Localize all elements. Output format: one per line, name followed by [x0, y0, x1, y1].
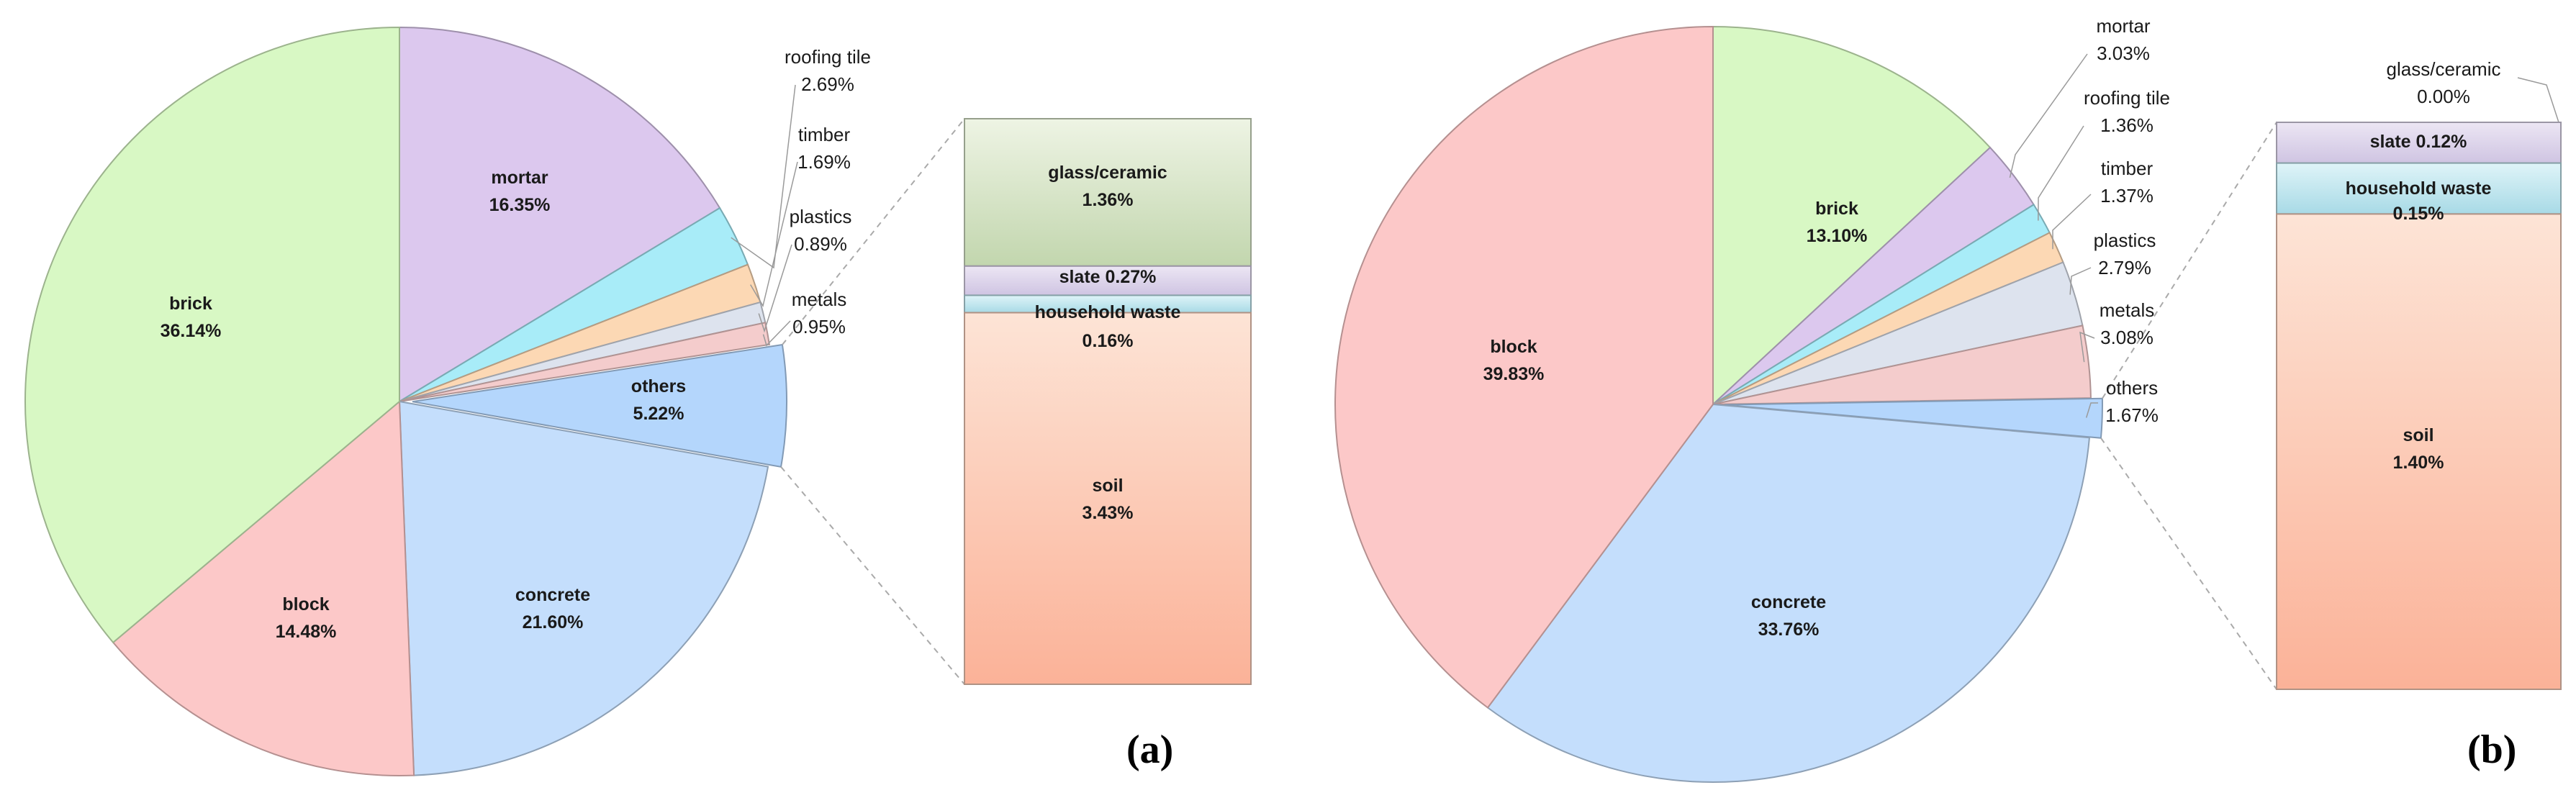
breakdown-label-slate: slate 0.12% — [2370, 132, 2467, 152]
leader-line-others — [2085, 402, 2098, 418]
leader-line-glass-ceramic — [2517, 77, 2559, 123]
pie-slice-block — [1334, 25, 1714, 709]
pie-slice-block — [112, 399, 415, 776]
pie-slice-brick — [1712, 25, 1992, 407]
breakdown-segment-slate — [964, 265, 1252, 296]
breakdown-segment-glass-ceramic — [964, 118, 1252, 267]
breakdown-segment-slate — [2276, 122, 2562, 164]
breakdown-label-slate: slate 0.27% — [1059, 267, 1157, 287]
leader-line-plastics — [758, 244, 792, 333]
slice-value-timber: 1.69% — [797, 151, 851, 173]
connector-bottom — [2100, 437, 2277, 690]
slice-name-roofing-tile: roofing tile — [785, 46, 871, 68]
slice-name-timber: timber — [2101, 158, 2154, 179]
slice-value-block: 14.48% — [276, 622, 337, 642]
leader-lines-a — [731, 84, 798, 347]
slice-value-roofing-tile: 2.69% — [801, 73, 854, 95]
slice-name-plastics: plastics — [2094, 230, 2156, 251]
connector-bottom — [780, 466, 965, 685]
connector-top — [782, 118, 965, 345]
breakdown-connectors-b — [2100, 122, 2277, 690]
leader-line-mortar — [2009, 53, 2088, 178]
breakdown-value-glass-ceramic: 0.00% — [2417, 86, 2470, 107]
pie-chart-a — [24, 26, 787, 776]
panel-a: mortar 16.35% roofing tile 2.69% timber 1.69%… — [24, 26, 1252, 776]
pie-slice-others — [412, 343, 787, 468]
leader-line-roofing-tile — [2038, 125, 2084, 221]
slice-value-plastics: 0.89% — [794, 233, 847, 255]
slice-name-concrete: concrete — [1751, 592, 1826, 612]
breakdown-bar-b — [2276, 122, 2562, 690]
connector-top — [2102, 122, 2277, 399]
slice-value-concrete: 33.76% — [1758, 620, 1820, 640]
breakdown-connectors-a — [780, 118, 965, 685]
pie-slice-brick — [24, 26, 400, 644]
slice-value-block: 39.83% — [1483, 364, 1545, 384]
slice-value-mortar: 3.03% — [2097, 42, 2150, 64]
slice-name-block: block — [282, 594, 329, 614]
breakdown-segment-household-waste — [2276, 162, 2562, 215]
breakdown-segment-soil — [964, 312, 1252, 685]
slice-value-others: 5.22% — [633, 404, 684, 424]
slice-name-plastics: plastics — [790, 206, 852, 227]
slice-name-brick: brick — [1815, 199, 1858, 219]
panel-label-a: (a) — [1126, 727, 1173, 772]
leader-line-metals — [762, 320, 791, 347]
slice-name-metals: metals — [792, 289, 847, 310]
pie-slice-others — [1724, 397, 2103, 439]
leader-line-timber — [2052, 194, 2092, 250]
leader-line-roofing-tile — [731, 84, 796, 269]
slice-name-metals: metals — [2100, 299, 2155, 321]
breakdown-name-glass-ceramic: glass/ceramic — [2387, 58, 2501, 80]
breakdown-value-household-waste: 0.16% — [1083, 331, 1134, 351]
slice-name-roofing-tile: roofing tile — [2084, 87, 2170, 109]
slice-value-concrete: 21.60% — [523, 612, 584, 632]
breakdown-value-soil: 1.40% — [2393, 453, 2444, 473]
pie-slice-mortar — [399, 26, 721, 403]
breakdown-name-soil: soil — [2403, 425, 2433, 445]
slice-name-mortar: mortar — [491, 168, 548, 188]
leader-line-timber — [750, 161, 798, 307]
slice-value-others: 1.67% — [2105, 404, 2159, 426]
breakdown-value-glass-ceramic: 1.36% — [1083, 190, 1134, 210]
slice-value-roofing-tile: 1.36% — [2100, 114, 2154, 136]
slice-name-mortar: mortar — [2096, 15, 2150, 37]
breakdown-value-household-waste: 0.15% — [2393, 204, 2444, 224]
labels-b: brick 13.10% mortar 3.03% roofing tile 1.36% t… — [1483, 15, 2501, 640]
breakdown-name-glass-ceramic: glass/ceramic — [1048, 163, 1167, 183]
pie-slice-metals — [399, 322, 771, 402]
leader-line-metals — [2079, 331, 2095, 363]
panel-label-b: (b) — [2467, 727, 2516, 772]
slice-name-block: block — [1490, 337, 1537, 357]
slice-value-metals: 0.95% — [792, 316, 846, 337]
slice-name-brick: brick — [169, 294, 212, 314]
slice-value-mortar: 16.35% — [489, 195, 551, 215]
leader-lines-b — [2009, 53, 2559, 418]
slice-value-timber: 1.37% — [2100, 185, 2154, 207]
slice-name-concrete: concrete — [515, 585, 590, 605]
slice-name-timber: timber — [798, 124, 851, 145]
breakdown-bar-a — [964, 118, 1252, 685]
breakdown-segment-soil — [2276, 213, 2562, 690]
slice-name-others: others — [631, 376, 686, 396]
breakdown-name-household-waste: household waste — [2346, 178, 2492, 199]
slice-name-others: others — [2106, 377, 2158, 399]
leader-line-plastics — [2069, 267, 2092, 295]
panel-b: brick 13.10% mortar 3.03% roofing tile 1.36% t… — [1334, 15, 2562, 783]
slice-value-plastics: 2.79% — [2098, 257, 2151, 278]
breakdown-name-household-waste: household waste — [1035, 302, 1181, 322]
labels-a: mortar 16.35% roofing tile 2.69% timber 1.69%… — [161, 46, 1181, 642]
breakdown-name-soil: soil — [1092, 476, 1123, 496]
breakdown-value-soil: 3.43% — [1083, 503, 1134, 523]
pie-slice-concrete — [1486, 403, 2091, 783]
slice-value-metals: 3.08% — [2100, 327, 2154, 348]
pie-slice-concrete — [398, 400, 769, 776]
slice-value-brick: 36.14% — [161, 321, 222, 341]
pie-chart-b — [1334, 25, 2103, 783]
slice-value-brick: 13.10% — [1807, 226, 1868, 246]
